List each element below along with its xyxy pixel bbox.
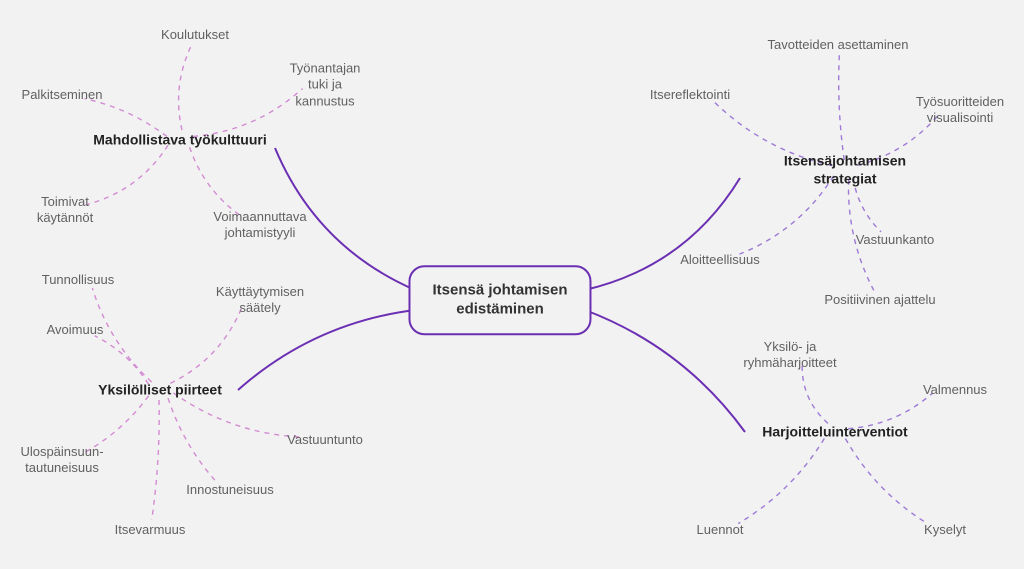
node-l20: Valmennus [923,382,987,398]
node-l14: Tavotteiden asettaminen [768,37,909,53]
node-l22: Kyselyt [924,522,966,538]
edge-dashed [839,55,845,160]
node-center: Itsensä johtamisen edistäminen [408,265,591,335]
node-l4: Toimivat käytännöt [37,194,93,227]
node-l12: Vastuuntunto [287,432,363,448]
node-l9: Ulospäinsuun- tautuneisuus [20,444,103,477]
node-l10: Itsevarmuus [115,522,186,538]
edge-dashed [193,89,302,137]
edge-dashed [168,398,216,482]
edge-dashed [152,400,159,520]
edge-dashed [802,364,828,424]
edge-dashed [95,336,149,384]
node-l13: Itsereflektointi [650,87,730,103]
node-l19: Yksilö- ja ryhmäharjoitteet [743,339,836,372]
edge-solid [238,310,415,390]
edge-solid [585,310,745,432]
edge-dashed [170,307,242,384]
node-l7: Käyttäytymisen säätely [216,284,304,317]
node-l5: Voimaannuttava johtamistyyli [213,209,306,242]
node-b2: Yksilölliset piirteet [98,381,222,399]
node-l11: Innostuneisuus [186,482,273,498]
edge-dashed [845,439,927,524]
node-l15: Työsuoritteiden visualisointi [916,94,1004,127]
edge-dashed [179,45,192,130]
node-l16: Aloitteellisuus [680,252,760,268]
node-l8: Avoimuus [47,322,104,338]
edge-dashed [173,393,302,437]
node-l6: Tunnollisuus [42,272,115,288]
node-l3: Palkitseminen [22,87,103,103]
edge-dashed [739,176,833,254]
node-b3: Itsensäjohtamisen strategiat [756,153,935,188]
edge-dashed [86,145,169,205]
mindmap-canvas: Itsensä johtamisen edistäminen Mahdollist… [0,0,1024,569]
node-l1: Koulutukset [161,27,229,43]
edge-solid [585,178,740,290]
node-b4: Harjoitteluinterventiot [762,423,907,441]
node-b1: Mahdollistava työkulttuuri [93,131,266,149]
node-l17: Vastuunkanto [856,232,935,248]
node-l21: Luennot [697,522,744,538]
edge-dashed [738,438,824,523]
node-l2: Työnantajan tuki ja kannustus [290,61,361,110]
edge-dashed [190,147,244,217]
node-l18: Positiivinen ajattelu [824,292,935,308]
